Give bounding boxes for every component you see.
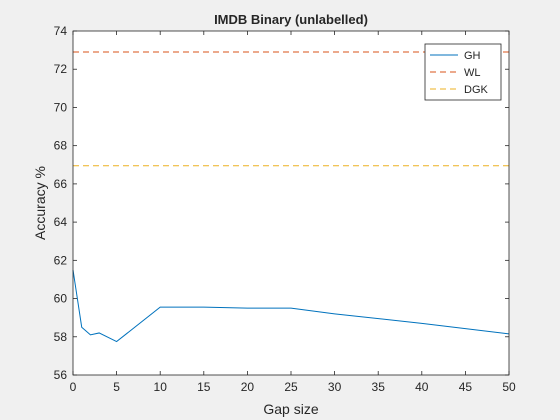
legend-box — [425, 44, 501, 100]
x-axis-label: Gap size — [263, 401, 318, 417]
x-tick-label: 40 — [415, 380, 429, 394]
legend-label-wl: WL — [464, 67, 481, 79]
y-tick-label: 56 — [54, 368, 68, 382]
y-tick-label: 74 — [54, 24, 68, 38]
y-tick-label: 72 — [54, 62, 68, 76]
y-tick-label: 58 — [54, 330, 68, 344]
x-tick-label: 50 — [502, 380, 516, 394]
y-tick-label: 70 — [54, 100, 68, 114]
y-tick-label: 62 — [54, 253, 68, 267]
y-tick-label: 66 — [54, 177, 68, 191]
x-tick-label: 5 — [113, 380, 120, 394]
y-tick-label: 64 — [54, 215, 68, 229]
x-tick-label: 25 — [284, 380, 298, 394]
y-tick-label: 68 — [54, 139, 68, 153]
legend-label-gh: GH — [464, 50, 481, 62]
legend-label-dgk: DGK — [464, 84, 489, 96]
x-tick-label: 10 — [154, 380, 168, 394]
x-tick-label: 15 — [197, 380, 211, 394]
x-tick-label: 20 — [241, 380, 255, 394]
x-tick-label: 45 — [459, 380, 473, 394]
x-tick-label: 0 — [70, 380, 77, 394]
y-axis-label: Accuracy % — [32, 166, 48, 240]
x-tick-label: 30 — [328, 380, 342, 394]
chart-title: IMDB Binary (unlabelled) — [214, 12, 368, 27]
x-tick-label: 35 — [372, 380, 386, 394]
y-tick-label: 60 — [54, 292, 68, 306]
legend: GH WL DGK — [425, 44, 501, 100]
